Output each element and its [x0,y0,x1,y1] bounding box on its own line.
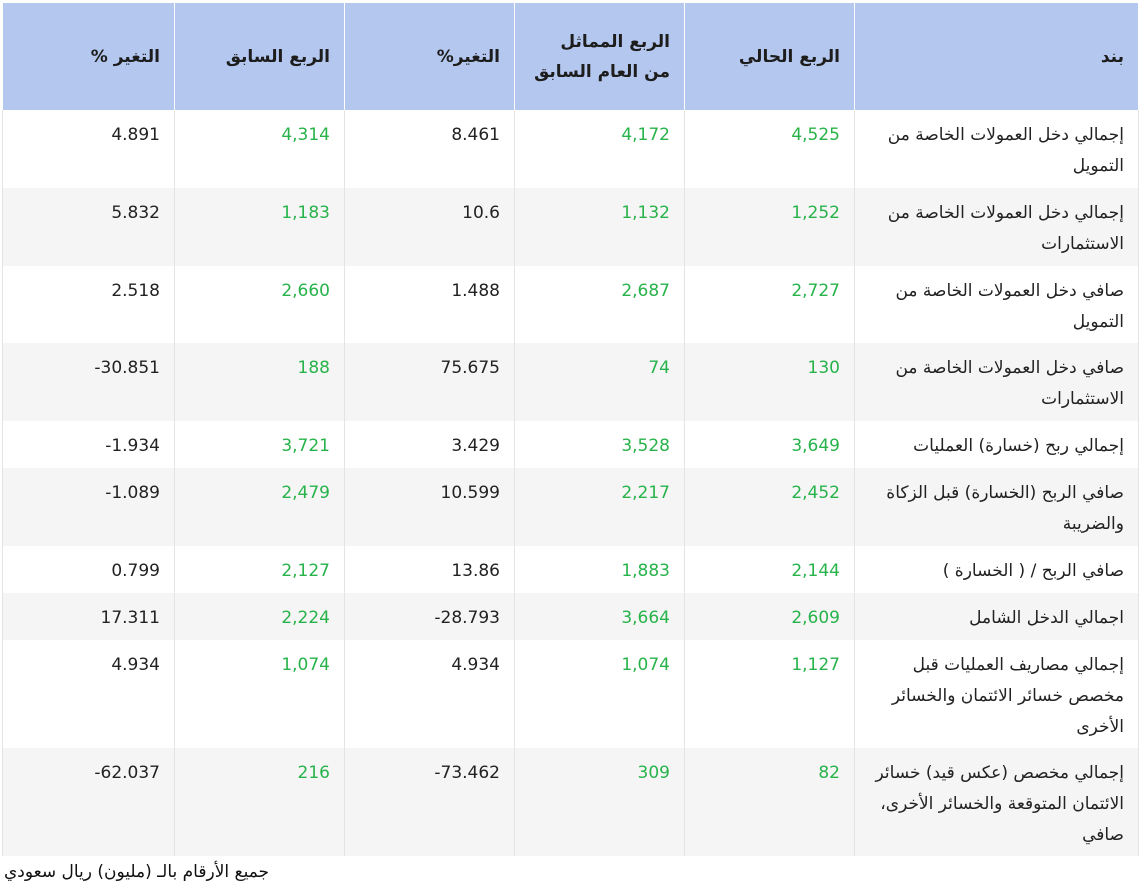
cell-same-last-year: 3,664 [514,593,685,640]
cell-item: إجمالي مخصص (عكس قيد) خسائر الائتمان الم… [854,748,1139,856]
header-item: بند [854,3,1139,110]
cell-current: 4,525 [684,110,855,188]
cell-current: 130 [684,343,855,421]
cell-current: 82 [684,748,855,856]
table-row: صافي الربح (الخسارة) قبل الزكاة والضريبة… [2,468,1139,546]
cell-current: 2,609 [684,593,855,640]
header-same-quarter-last-year: الربع المماثل من العام السابق [514,3,685,110]
financial-results-table: بند الربع الحالي الربع المماثل من العام … [2,3,1139,856]
cell-same-last-year: 1,132 [514,188,685,266]
table-header-row: بند الربع الحالي الربع المماثل من العام … [2,3,1139,110]
cell-item: إجمالي دخل العمولات الخاصة من الاستثمارا… [854,188,1139,266]
cell-change-qoq: 4.934 [2,640,175,748]
cell-previous: 216 [174,748,345,856]
cell-current: 1,252 [684,188,855,266]
cell-item: إجمالي ربح (خسارة) العمليات [854,421,1139,468]
cell-change-yoy: 10.599 [344,468,515,546]
header-current-quarter: الربع الحالي [684,3,855,110]
cell-current: 2,144 [684,546,855,593]
table-row: صافي الربح / ( الخسارة ) 2,144 1,883 13.… [2,546,1139,593]
header-previous-quarter: الربع السابق [174,3,345,110]
cell-change-yoy: 3.429 [344,421,515,468]
cell-item: إجمالي دخل العمولات الخاصة من التمويل [854,110,1139,188]
table-row: صافي دخل العمولات الخاصة من التمويل 2,72… [2,266,1139,343]
table-row: اجمالي الدخل الشامل 2,609 3,664 28.793- … [2,593,1139,640]
cell-current: 2,727 [684,266,855,343]
cell-change-yoy: 73.462- [344,748,515,856]
cell-change-qoq: 5.832 [2,188,175,266]
cell-previous: 2,660 [174,266,345,343]
cell-previous: 2,224 [174,593,345,640]
cell-change-qoq: 30.851- [2,343,175,421]
cell-same-last-year: 4,172 [514,110,685,188]
table-row: إجمالي دخل العمولات الخاصة من الاستثمارا… [2,188,1139,266]
cell-current: 3,649 [684,421,855,468]
cell-same-last-year: 74 [514,343,685,421]
table-row: إجمالي ربح (خسارة) العمليات 3,649 3,528 … [2,421,1139,468]
cell-same-last-year: 3,528 [514,421,685,468]
cell-previous: 188 [174,343,345,421]
cell-item: إجمالي مصاريف العمليات قبل مخصص خسائر ال… [854,640,1139,748]
header-change-pct-yoy: التغير% [344,3,515,110]
currency-footnote: جميع الأرقام بالـ (مليون) ريال سعودي [4,862,270,882]
table-row: إجمالي مصاريف العمليات قبل مخصص خسائر ال… [2,640,1139,748]
cell-change-qoq: 17.311 [2,593,175,640]
table-row: إجمالي دخل العمولات الخاصة من التمويل 4,… [2,110,1139,188]
header-change-pct-qoq: التغير % [2,3,175,110]
cell-change-yoy: 4.934 [344,640,515,748]
cell-current: 1,127 [684,640,855,748]
cell-same-last-year: 2,217 [514,468,685,546]
cell-same-last-year: 309 [514,748,685,856]
cell-previous: 1,074 [174,640,345,748]
cell-previous: 3,721 [174,421,345,468]
cell-item: صافي دخل العمولات الخاصة من التمويل [854,266,1139,343]
cell-change-qoq: 2.518 [2,266,175,343]
cell-change-qoq: 1.934- [2,421,175,468]
cell-change-qoq: 4.891 [2,110,175,188]
cell-change-qoq: 0.799 [2,546,175,593]
cell-previous: 2,127 [174,546,345,593]
cell-change-qoq: 1.089- [2,468,175,546]
cell-change-yoy: 8.461 [344,110,515,188]
cell-current: 2,452 [684,468,855,546]
table-row: صافي دخل العمولات الخاصة من الاستثمارات … [2,343,1139,421]
cell-previous: 4,314 [174,110,345,188]
cell-item: صافي الربح (الخسارة) قبل الزكاة والضريبة [854,468,1139,546]
cell-item: صافي دخل العمولات الخاصة من الاستثمارات [854,343,1139,421]
cell-item: صافي الربح / ( الخسارة ) [854,546,1139,593]
cell-previous: 2,479 [174,468,345,546]
cell-change-yoy: 28.793- [344,593,515,640]
cell-item: اجمالي الدخل الشامل [854,593,1139,640]
cell-change-yoy: 1.488 [344,266,515,343]
cell-change-yoy: 10.6 [344,188,515,266]
table-row: إجمالي مخصص (عكس قيد) خسائر الائتمان الم… [2,748,1139,856]
cell-change-yoy: 13.86 [344,546,515,593]
cell-previous: 1,183 [174,188,345,266]
cell-same-last-year: 2,687 [514,266,685,343]
cell-change-qoq: 62.037- [2,748,175,856]
cell-same-last-year: 1,883 [514,546,685,593]
cell-change-yoy: 75.675 [344,343,515,421]
cell-same-last-year: 1,074 [514,640,685,748]
